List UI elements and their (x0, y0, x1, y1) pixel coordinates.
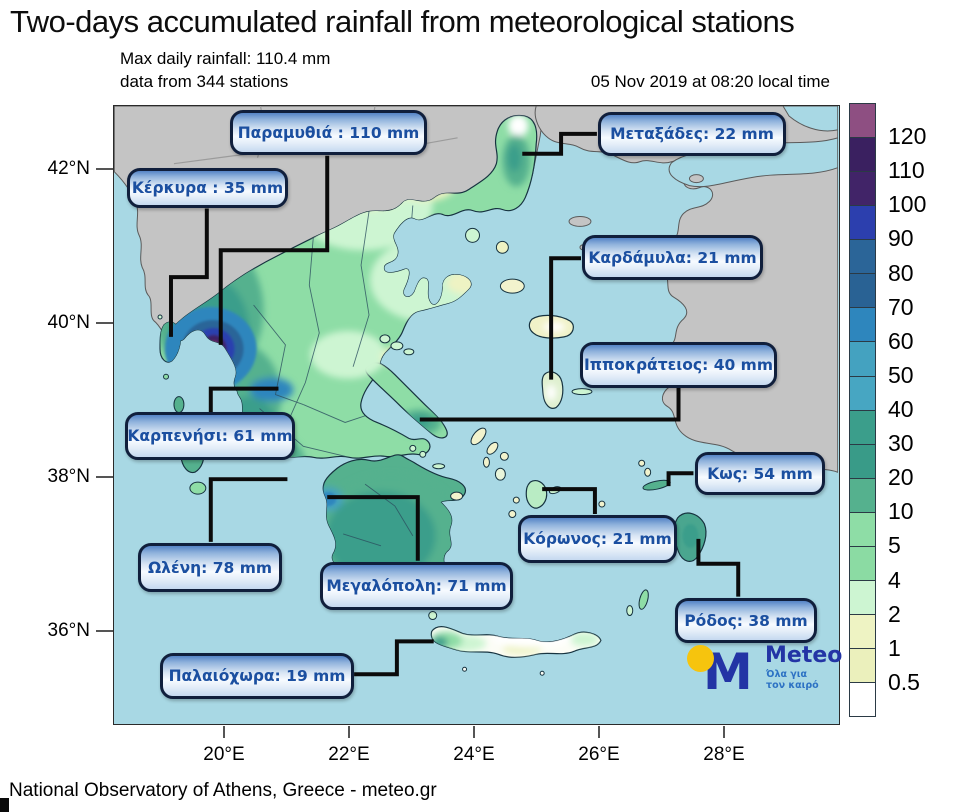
lat-tick (96, 630, 113, 632)
max-rainfall-note: Max daily rainfall: 110.4 mm (120, 49, 331, 68)
colorbar-segment (850, 444, 875, 479)
lat-label: 40°N (47, 312, 90, 333)
lon-label: 26°E (578, 744, 620, 765)
lon-tick (598, 726, 600, 738)
meteo-logo-brand: Meteo (765, 643, 843, 668)
colorbar-tick-label: 70 (888, 293, 914, 320)
colorbar-tick-label: 100 (888, 191, 927, 218)
station-callout-kerkyra: Κέρκυρα : 35 mm (127, 168, 288, 208)
lon-label: 22°E (328, 744, 370, 765)
colorbar-tick-label: 50 (888, 361, 914, 388)
colorbar-tick-label: 120 (888, 123, 927, 150)
colorbar-segment (850, 342, 875, 377)
lon-label: 20°E (203, 744, 245, 765)
rainfall-map (113, 105, 840, 725)
colorbar-segment (850, 274, 875, 309)
lat-tick (96, 168, 113, 170)
colorbar-segment (850, 683, 875, 717)
page-title: Two-days accumulated rainfall from meteo… (10, 4, 795, 39)
lat-tick (96, 322, 113, 324)
colorbar-tick-label: 5 (888, 532, 901, 559)
colorbar-tick-label: 80 (888, 259, 914, 286)
marmara-island (688, 174, 704, 184)
station-callout-palaiochora: Παλαιόχωρα: 19 mm (160, 653, 354, 699)
source-attribution: National Observatory of Athens, Greece -… (9, 780, 437, 801)
station-callout-paramythia: Παραμυθιά : 110 mm (230, 110, 427, 155)
colorbar-tick-label: 4 (888, 566, 901, 593)
colorbar-segment (850, 138, 875, 173)
imbros-island (568, 215, 592, 227)
station-callout-rodos: Ρόδος: 38 mm (675, 598, 817, 643)
meteo-logo-sun-icon (687, 645, 714, 672)
lon-label: 28°E (703, 744, 745, 765)
colorbar-segment (850, 104, 875, 139)
colorbar-tick-label: 40 (888, 396, 914, 422)
station-callout-kos: Κως: 54 mm (695, 452, 825, 495)
timestamp-label: 05 Nov 2019 at 08:20 local time (590, 72, 830, 91)
colorbar-tick-label: 30 (888, 430, 914, 457)
colorbar-segment (850, 649, 875, 684)
station-callout-kardamyla: Καρδάμυλα: 21 mm (582, 235, 763, 280)
lon-tick (723, 726, 725, 738)
colorbar-tick-label: 60 (888, 327, 914, 354)
lon-tick (473, 726, 475, 738)
station-callout-ippokrateios: Ιπποκράτειος: 40 mm (580, 342, 777, 388)
meteo-logo: M Meteo Όλα για τον καιρό (683, 641, 842, 703)
colorbar-tick-label: 10 (888, 498, 914, 525)
colorbar-labels: 120 110 100 90 80 70 60 50 40 30 20 10 5 4 2 1 0.5 (888, 103, 952, 717)
colorbar-segment (850, 478, 875, 513)
colorbar-segment (850, 614, 875, 649)
colorbar-segment (850, 308, 875, 343)
station-callout-koronos: Κόρωνος: 21 mm (518, 515, 677, 563)
lat-tick (96, 476, 113, 478)
corner-mark (0, 798, 9, 812)
colorbar-segment (850, 546, 875, 581)
colorbar-segment (850, 206, 875, 241)
lat-label: 38°N (47, 466, 90, 487)
station-callout-megalopoli: Μεγαλόπολη: 71 mm (320, 562, 513, 610)
colorbar-segment (850, 376, 875, 411)
lat-label: 42°N (47, 158, 90, 179)
colorbar-segment (850, 580, 875, 615)
station-callout-oleni: Ωλένη: 78 mm (138, 543, 282, 592)
station-callout-metaxades: Μεταξάδες: 22 mm (598, 112, 786, 156)
colorbar-segment (850, 410, 875, 445)
lon-tick (348, 726, 350, 738)
lon-tick (223, 726, 225, 738)
colorbar-tick-label: 20 (888, 464, 914, 491)
colorbar-tick-label: 0.5 (888, 668, 920, 695)
lon-label: 24°E (453, 744, 495, 765)
black-sea-notch (782, 106, 838, 132)
colorbar-segment (850, 172, 875, 207)
callout-connectors (168, 131, 741, 677)
station-callout-karpenisi: Καρπενήσι: 61 mm (125, 412, 295, 460)
colorbar-tick-label: 110 (888, 157, 925, 184)
colorbar-tick-label: 2 (888, 600, 901, 627)
colorbar-segment (850, 512, 875, 547)
lat-label: 36°N (47, 620, 90, 641)
colorbar-tick-label: 1 (888, 634, 901, 661)
station-count-note: data from 344 stations (120, 72, 289, 91)
colorbar (849, 103, 876, 717)
meteo-logo-tagline: Όλα για τον καιρό (766, 669, 819, 691)
colorbar-segment (850, 240, 875, 275)
colorbar-tick-label: 90 (888, 225, 914, 252)
